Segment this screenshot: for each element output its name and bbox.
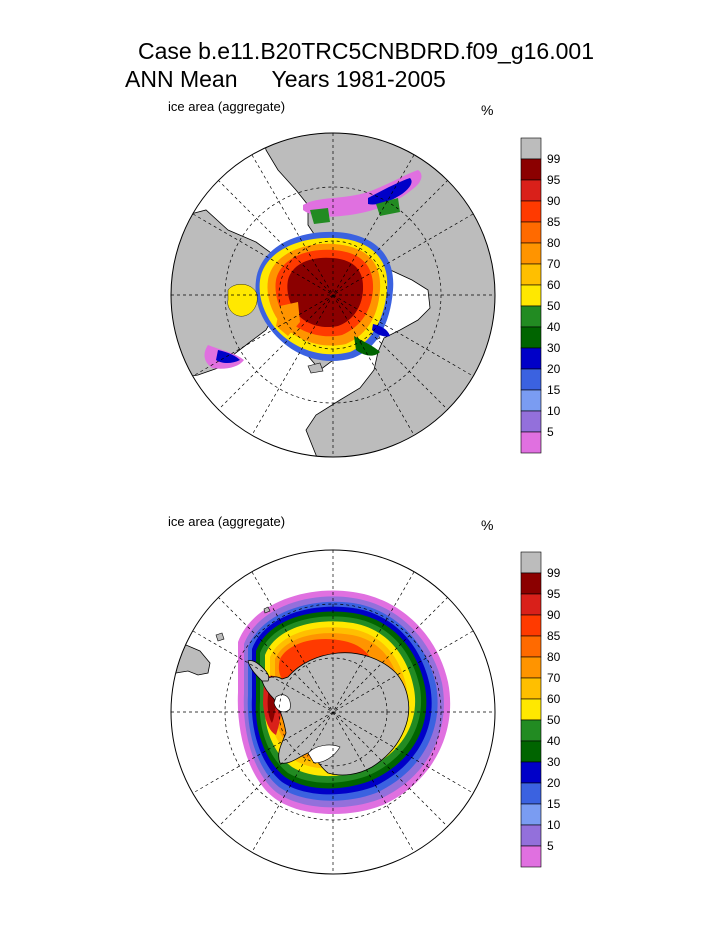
sh-ice-shelf-ronne bbox=[273, 694, 291, 713]
nh-colorbar-swatch bbox=[520, 347, 542, 370]
nh-colorbar-label: 40 bbox=[547, 320, 561, 334]
sh-colorbar-label: 70 bbox=[547, 671, 561, 685]
sh-colorbar-label: 5 bbox=[547, 839, 554, 853]
sh-colorbar-swatch bbox=[520, 719, 542, 742]
nh-colorbar-swatch bbox=[520, 410, 542, 433]
sh-colorbar: 99 95 90 85 80 70 60 50 40 30 20 15 10 5 bbox=[520, 551, 561, 868]
sh-colorbar-swatch bbox=[520, 593, 542, 616]
nh-colorbar-label: 80 bbox=[547, 236, 561, 250]
period-title: ANN Mean Years 1981-2005 bbox=[125, 66, 446, 93]
sh-colorbar-label: 90 bbox=[547, 608, 561, 622]
nh-colorbar-label: 20 bbox=[547, 362, 561, 376]
sh-land-south-georgia bbox=[263, 606, 271, 614]
nh-colorbar-swatch bbox=[520, 158, 542, 181]
sh-colorbar-swatch bbox=[520, 572, 542, 595]
nh-colorbar-label: 95 bbox=[547, 173, 561, 187]
nh-colorbar-label: 99 bbox=[547, 152, 561, 166]
sh-colorbar-swatch bbox=[520, 698, 542, 721]
nh-colorbar-swatch bbox=[520, 305, 542, 328]
sh-colorbar-label: 95 bbox=[547, 587, 561, 601]
nh-colorbar-label: 50 bbox=[547, 299, 561, 313]
sh-colorbar-label: 80 bbox=[547, 650, 561, 664]
nh-colorbar: 99 95 90 85 80 70 60 50 40 30 20 15 10 5 bbox=[520, 137, 561, 454]
sh-colorbar-label: 15 bbox=[547, 797, 561, 811]
sh-colorbar-swatch bbox=[520, 740, 542, 763]
nh-colorbar-swatch bbox=[520, 389, 542, 412]
nh-colorbar-label: 15 bbox=[547, 383, 561, 397]
nh-colorbar-label: 60 bbox=[547, 278, 561, 292]
sh-colorbar-label: 60 bbox=[547, 692, 561, 706]
nh-ice-bering-green bbox=[310, 198, 400, 224]
sh-colorbar-swatch bbox=[520, 677, 542, 700]
sh-colorbar-swatch bbox=[520, 656, 542, 679]
nh-colorbar-swatch bbox=[520, 431, 542, 454]
sh-colorbar-swatch bbox=[520, 761, 542, 784]
nh-colorbar-swatch bbox=[520, 221, 542, 244]
nh-colorbar-swatch bbox=[520, 368, 542, 391]
nh-ice-barents-edge bbox=[372, 324, 390, 337]
nh-colorbar-swatch bbox=[520, 326, 542, 349]
sh-ice-shelf-ross bbox=[307, 744, 341, 764]
sh-colorbar-label: 30 bbox=[547, 755, 561, 769]
sh-colorbar-label: 10 bbox=[547, 818, 561, 832]
sh-colorbar-label: 40 bbox=[547, 734, 561, 748]
nh-colorbar-label: 5 bbox=[547, 425, 554, 439]
sh-colorbar-label: 20 bbox=[547, 776, 561, 790]
sh-land-falklands bbox=[215, 632, 225, 642]
sh-colorbar-swatch bbox=[520, 551, 542, 574]
nh-colorbar-label: 85 bbox=[547, 215, 561, 229]
nh-ice-labrador-blue bbox=[216, 350, 240, 363]
nh-ice-okhotsk-inner bbox=[368, 178, 412, 205]
nh-colorbar-label: 10 bbox=[547, 404, 561, 418]
nh-ice-okhotsk bbox=[303, 170, 422, 217]
nh-polar-map bbox=[170, 132, 496, 458]
nh-ice-hudson bbox=[227, 284, 258, 317]
nh-variable-label: ice area (aggregate) bbox=[168, 99, 286, 114]
nh-colorbar-swatch bbox=[520, 242, 542, 265]
sh-colorbar-swatch bbox=[520, 635, 542, 658]
nh-colorbar-label: 30 bbox=[547, 341, 561, 355]
nh-ice-greenland-sea bbox=[354, 336, 380, 356]
sh-units-label: % bbox=[481, 517, 494, 533]
sh-colorbar-swatch bbox=[520, 845, 542, 868]
sh-colorbar-label: 50 bbox=[547, 713, 561, 727]
mean-label: ANN Mean bbox=[125, 66, 238, 92]
sh-colorbar-label: 99 bbox=[547, 566, 561, 580]
sh-colorbar-swatch bbox=[520, 782, 542, 805]
sh-land-peninsula bbox=[247, 660, 270, 682]
sh-colorbar-swatch bbox=[520, 803, 542, 826]
nh-colorbar-label: 70 bbox=[547, 257, 561, 271]
years-label: Years 1981-2005 bbox=[271, 66, 446, 92]
nh-colorbar-swatch bbox=[520, 284, 542, 307]
nh-colorbar-swatch bbox=[520, 179, 542, 202]
nh-colorbar-swatch bbox=[520, 263, 542, 286]
nh-ice-baffin bbox=[276, 302, 300, 336]
nh-colorbar-swatch bbox=[520, 137, 542, 160]
sh-colorbar-swatch bbox=[520, 614, 542, 637]
nh-units-label: % bbox=[481, 102, 494, 118]
sh-variable-label: ice area (aggregate) bbox=[168, 514, 286, 529]
case-title: Case b.e11.B20TRC5CNBDRD.f09_g16.001 bbox=[138, 38, 594, 64]
nh-colorbar-label: 90 bbox=[547, 194, 561, 208]
sh-polar-map bbox=[170, 549, 496, 875]
sh-colorbar-label: 85 bbox=[547, 629, 561, 643]
sh-colorbar-swatch bbox=[520, 824, 542, 847]
nh-land-iceland bbox=[307, 362, 324, 374]
nh-colorbar-swatch bbox=[520, 200, 542, 223]
